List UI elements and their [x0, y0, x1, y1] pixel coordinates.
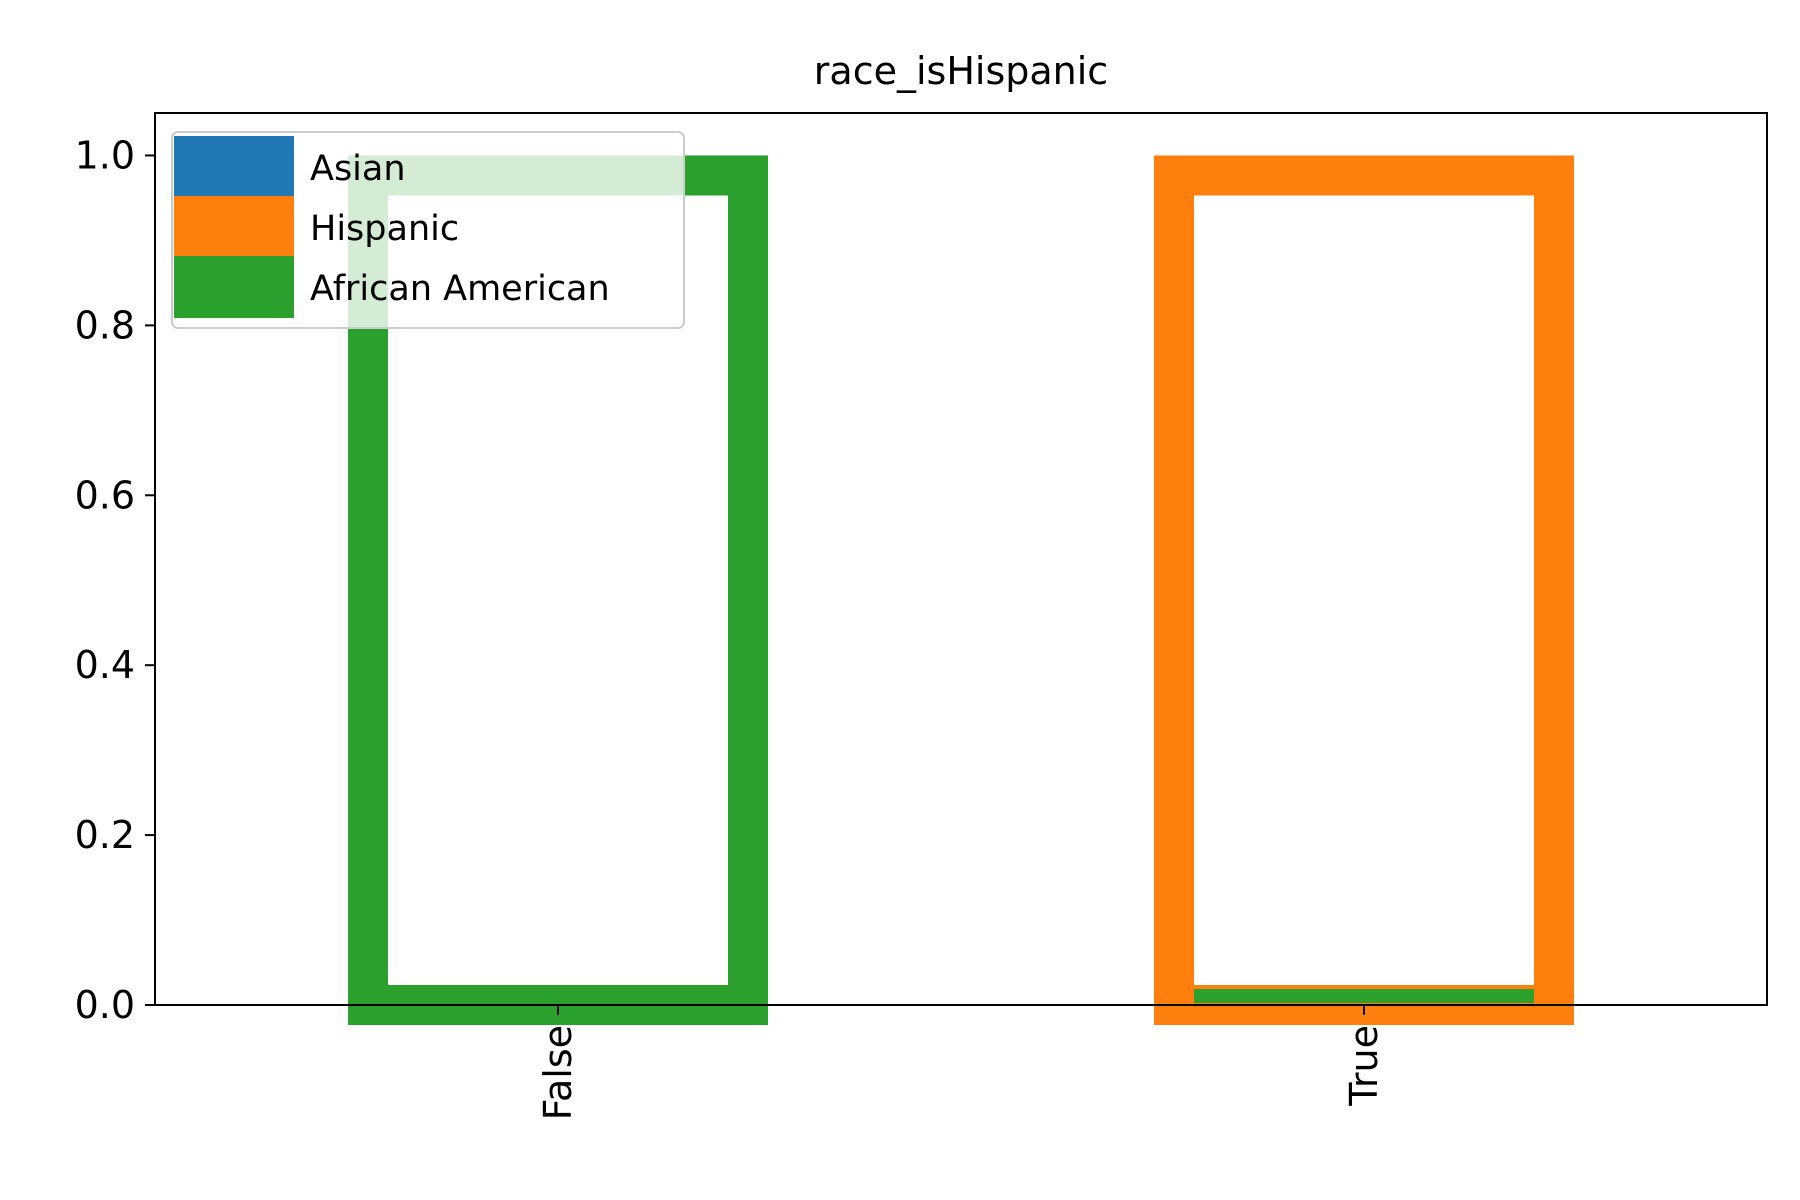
- legend-label-african-american: African American: [310, 269, 610, 309]
- y-tick-label: 1.0: [75, 133, 135, 177]
- legend-swatch-african-american: [174, 256, 294, 318]
- plot-frame: [154, 112, 1768, 1006]
- chart-title: race_isHispanic: [814, 49, 1108, 93]
- y-axis: 0.0 0.2 0.4 0.6 0.8 1.0: [75, 133, 155, 1027]
- x-tick-label: True: [1342, 1025, 1386, 1107]
- y-tick-label: 0.6: [75, 473, 135, 517]
- x-axis: False True: [536, 1005, 1386, 1120]
- y-tick-label: 0.4: [75, 643, 135, 687]
- y-tick-label: 0.8: [75, 303, 135, 347]
- legend: Asian Hispanic African American: [171, 131, 685, 329]
- legend-label-hispanic: Hispanic: [310, 209, 459, 249]
- x-tick-label: False: [536, 1025, 580, 1120]
- legend-swatch-hispanic: [174, 196, 294, 258]
- y-tick-label: 0.0: [75, 983, 135, 1027]
- y-tick-label: 0.2: [75, 813, 135, 857]
- bar-african-american-true: [1194, 989, 1534, 1003]
- legend-swatch-asian: [174, 136, 294, 198]
- legend-label-asian: Asian: [310, 149, 406, 189]
- legend-box: [171, 131, 685, 329]
